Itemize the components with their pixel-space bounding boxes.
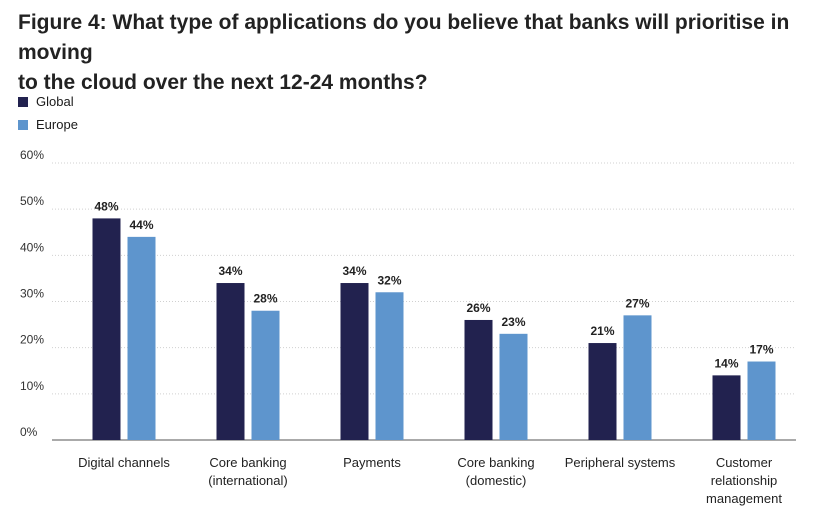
bar-europe-5 (747, 361, 776, 440)
data-label-europe-4: 27% (625, 296, 649, 310)
chart-title: Figure 4: What type of applications do y… (18, 8, 808, 98)
bar-europe-2 (375, 292, 404, 440)
x-category-label-1-1: (international) (208, 473, 288, 488)
bar-europe-4 (623, 315, 652, 440)
legend-swatch-global (18, 96, 28, 107)
chart-title-line-2: to the cloud over the next 12-24 months? (18, 71, 428, 94)
x-category-label-0-0: Digital channels (78, 455, 170, 470)
data-label-global-1: 34% (218, 264, 242, 278)
legend-item-europe: Europe (18, 113, 78, 136)
data-label-europe-3: 23% (501, 315, 525, 329)
data-label-global-4: 21% (590, 324, 614, 338)
bar-europe-3 (499, 333, 528, 440)
bar-europe-1 (251, 310, 280, 440)
bar-europe-0 (127, 236, 156, 440)
bar-global-3 (464, 319, 493, 440)
x-category-label-5-2: management (706, 491, 782, 506)
y-tick-label-50: 50% (20, 194, 44, 208)
data-label-europe-2: 32% (377, 273, 401, 287)
data-label-global-0: 48% (94, 199, 118, 213)
chart-legend: Global Europe (18, 90, 78, 136)
data-label-global-5: 14% (714, 356, 738, 370)
bar-global-1 (216, 283, 245, 440)
y-tick-label-40: 40% (20, 240, 44, 254)
data-label-global-3: 26% (466, 301, 490, 315)
bar-global-5 (712, 375, 741, 440)
x-category-label-1-0: Core banking (209, 455, 286, 470)
legend-label-europe: Europe (36, 117, 78, 132)
y-tick-label-60: 60% (20, 148, 44, 162)
legend-label-global: Global (36, 94, 74, 109)
bar-global-4 (588, 343, 617, 440)
y-tick-label-30: 30% (20, 287, 44, 301)
data-label-europe-5: 17% (749, 343, 773, 357)
x-category-label-5-1: relationship (711, 473, 778, 488)
bar-global-2 (340, 283, 369, 440)
data-label-global-2: 34% (342, 264, 366, 278)
x-category-label-5-0: Customer (716, 455, 773, 470)
y-tick-label-10: 10% (20, 379, 44, 393)
bar-global-0 (92, 218, 121, 440)
x-category-label-4-0: Peripheral systems (565, 455, 676, 470)
y-tick-label-0: 0% (20, 425, 38, 439)
data-label-europe-0: 44% (129, 218, 153, 232)
x-category-label-3-0: Core banking (457, 455, 534, 470)
legend-item-global: Global (18, 90, 78, 113)
data-label-europe-1: 28% (253, 292, 277, 306)
x-category-label-2-0: Payments (343, 455, 401, 470)
x-category-label-3-1: (domestic) (466, 473, 527, 488)
y-tick-label-20: 20% (20, 333, 44, 347)
legend-swatch-europe (18, 119, 28, 130)
chart-title-line-1: Figure 4: What type of applications do y… (18, 11, 790, 64)
